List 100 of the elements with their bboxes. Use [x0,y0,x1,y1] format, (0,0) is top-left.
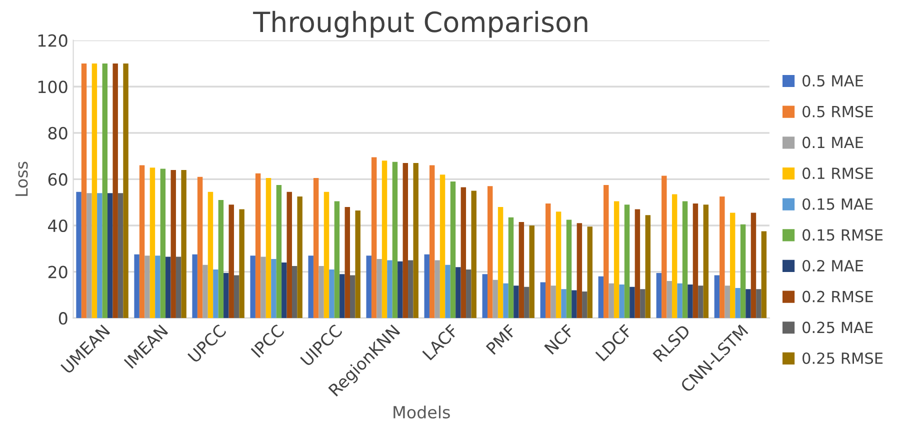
y-tick-label: 20 [48,266,68,278]
bar [318,266,324,318]
bar [402,162,408,318]
bar [566,220,572,318]
bar [714,275,720,318]
legend-label: 0.2 RMSE [802,290,873,302]
bar [286,192,292,318]
legend-label: 0.5 RMSE [802,106,873,118]
y-tick-label: 80 [48,126,68,140]
bar [634,209,640,318]
bar [197,176,203,318]
legend-label: 0.15 RMSE [802,229,883,241]
bar [518,222,524,318]
bar [355,210,360,318]
bar [81,63,87,318]
bar [582,291,588,318]
bar [514,286,519,318]
bar [92,63,98,318]
bar [720,196,725,318]
bar [112,63,118,318]
bar [340,274,345,318]
bar [344,206,350,318]
bar [123,63,128,318]
bar [176,256,182,318]
bar [392,162,398,318]
bar [750,212,756,318]
bar [656,272,662,318]
bar [166,256,171,318]
y-tick-label: 100 [38,80,68,94]
bar [329,269,334,318]
bar [556,212,562,318]
bar [255,173,261,318]
bar [213,269,218,318]
bar [181,170,186,318]
bar [740,224,746,318]
bar [608,283,614,318]
bar [324,192,330,318]
bar [735,288,740,318]
bar [434,260,440,318]
bar [619,284,624,318]
legend-label: 0.1 RMSE [802,168,873,180]
bar [271,259,276,318]
bar [202,264,208,318]
bar [139,165,145,318]
y-tick-label: 40 [48,219,68,232]
bar [108,193,113,318]
bar [471,190,476,318]
bar [645,215,651,318]
bar [250,256,256,318]
y-tick-label: 0 [58,312,68,325]
bar [561,289,566,318]
bar [234,275,240,318]
bar [756,289,762,318]
bar [550,286,556,318]
chart-title: Throughput Comparison [253,10,588,38]
y-tick-label: 120 [38,34,68,47]
bar [350,275,356,318]
bar [387,260,392,318]
bar [313,178,319,318]
bar [371,157,377,318]
bar [297,196,302,318]
bar [224,272,229,318]
bar [144,256,150,318]
bar [376,259,382,318]
y-tick-label: 60 [48,173,68,186]
bar [366,256,372,318]
bar [761,231,767,318]
bar [160,168,166,318]
bar [503,283,508,318]
x-axis-title: Models [394,406,450,419]
bar [308,256,314,318]
bar [587,226,592,318]
bar [698,286,704,318]
bar [429,165,435,318]
bar [682,201,688,318]
bar [630,286,635,318]
bar [292,266,298,318]
bar [604,184,609,318]
bar [524,286,530,318]
bar [408,260,414,318]
bar [730,212,736,318]
legend-label: 0.5 MAE [802,75,863,87]
bar [692,204,698,318]
bar [598,276,604,318]
bar [624,204,630,318]
bar [97,193,102,318]
bar [487,186,493,318]
legend-label: 0.2 MAE [802,260,863,272]
bar [276,184,282,318]
bar [86,193,92,318]
bar [498,206,504,318]
legend-label: 0.1 MAE [802,136,863,148]
bar [677,283,682,318]
bar [334,201,340,318]
bar [382,160,388,318]
legend-label: 0.25 MAE [802,322,873,334]
bar [440,174,446,318]
bar [508,217,514,318]
bar [228,204,234,318]
bar [546,204,551,318]
